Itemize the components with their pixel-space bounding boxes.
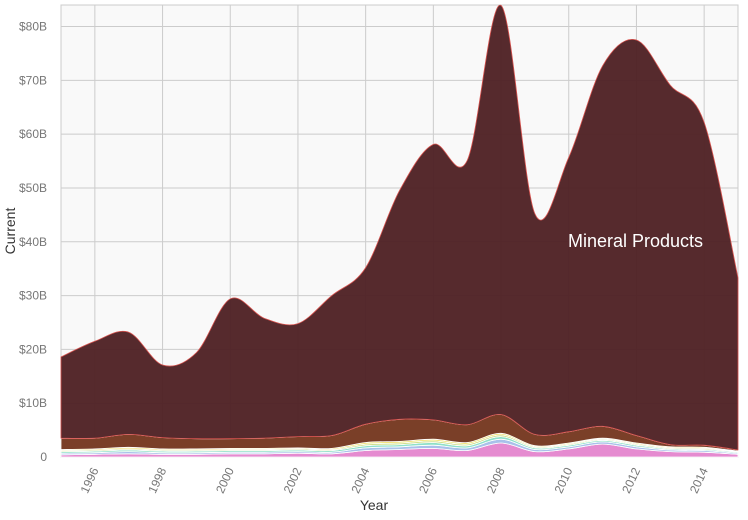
x-tick-label: 2000 [213,465,237,495]
series-annotation: Mineral Products [568,231,703,251]
x-tick-label: 2012 [619,465,643,495]
area-mineral-products[interactable] [60,5,739,451]
x-axis-title: Year [360,497,389,513]
x-tick-label: 2008 [484,465,508,495]
x-tick-label: 1996 [78,465,102,495]
area-series [60,5,739,458]
y-tick-label: $60B [19,127,47,141]
x-tick-label: 2002 [281,465,305,495]
y-axis-title: Current [2,208,18,255]
y-tick-label: $80B [19,20,47,34]
y-tick-label: $10B [19,396,47,410]
x-tick-label: 2004 [348,465,372,495]
y-tick-label: 0 [40,450,47,464]
y-tick-label: $50B [19,181,47,195]
y-tick-label: $20B [19,342,47,356]
x-axis-tick-labels: 1996 1998 2000 2002 2004 2006 2008 2010 2012 2014 [78,465,711,495]
y-tick-label: $70B [19,73,47,87]
x-tick-label: 2014 [687,465,711,495]
x-tick-label: 2010 [551,465,575,495]
y-axis-tick-labels: 0 $10B $20B $30B $40B $50B $60B $70B $80B [19,20,47,464]
y-tick-label: $30B [19,289,47,303]
x-tick-label: 1998 [145,465,169,495]
y-tick-label: $40B [19,235,47,249]
x-tick-label: 2006 [416,465,440,495]
